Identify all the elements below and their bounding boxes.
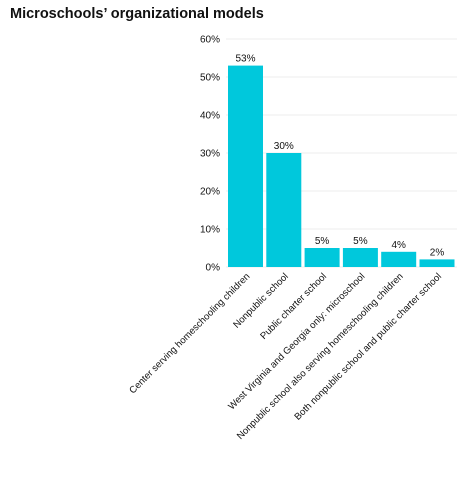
y-tick-label: 10%	[200, 225, 220, 236]
data-label: 5%	[353, 236, 368, 247]
bar	[381, 251, 417, 267]
y-tick-label: 50%	[200, 73, 220, 84]
x-tick-label: West Virginia and Georgia only: microsch…	[226, 271, 367, 412]
x-axis-tick-labels: Center serving homeschooling childrenNon…	[127, 271, 444, 442]
y-tick-label: 60%	[200, 35, 220, 46]
y-tick-label: 0%	[206, 263, 221, 274]
x-tick-label: Center serving homeschooling children	[127, 271, 252, 396]
bar	[304, 248, 340, 267]
y-axis-tick-labels: 0% 10% 20% 30% 40% 50% 60%	[200, 35, 220, 274]
y-tick-label: 30%	[200, 149, 220, 160]
x-tick-label: Both nonpublic school and public charter…	[292, 271, 443, 422]
data-label: 2%	[430, 247, 445, 258]
data-label: 30%	[274, 141, 294, 152]
bar	[342, 248, 378, 267]
data-label: 5%	[315, 236, 330, 247]
bars	[228, 65, 455, 267]
y-tick-label: 20%	[200, 187, 220, 198]
y-tick-label: 40%	[200, 111, 220, 122]
data-label: 53%	[235, 54, 255, 65]
chart-title: Microschools’ organizational models	[10, 6, 264, 22]
x-tick-label: Public charter school	[258, 271, 329, 342]
data-label: 4%	[391, 240, 406, 251]
bar	[228, 65, 263, 267]
data-labels: 53% 30% 5% 5% 4% 2%	[235, 54, 444, 259]
bar	[266, 153, 302, 267]
gridlines	[226, 38, 457, 268]
bar	[419, 259, 455, 267]
